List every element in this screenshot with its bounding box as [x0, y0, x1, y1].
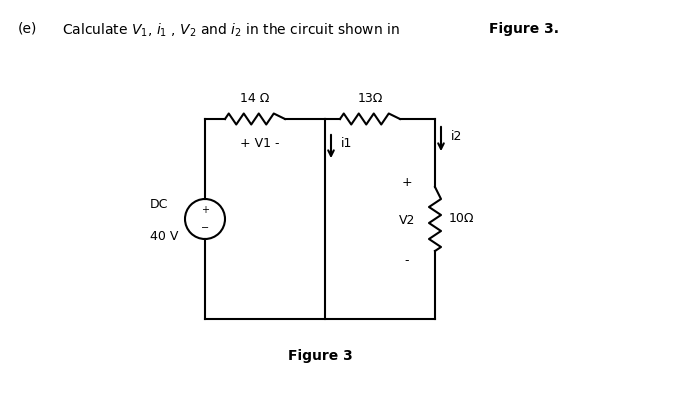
Text: 10Ω: 10Ω [449, 212, 475, 225]
Text: 13Ω: 13Ω [357, 92, 383, 105]
Text: +: + [201, 205, 209, 215]
Text: i2: i2 [451, 130, 463, 143]
Text: i1: i1 [341, 137, 352, 150]
Text: −: − [201, 223, 209, 233]
Text: V2: V2 [399, 214, 415, 227]
Text: Figure 3.: Figure 3. [489, 22, 559, 36]
Text: (e): (e) [18, 22, 37, 36]
Text: 40 V: 40 V [150, 230, 178, 243]
Text: DC: DC [150, 197, 169, 210]
Text: Calculate $V_1$, $i_1$ , $V_2$ and $i_2$ in the circuit shown in: Calculate $V_1$, $i_1$ , $V_2$ and $i_2$… [62, 22, 401, 39]
Text: + V1 -: + V1 - [240, 136, 280, 149]
Text: +: + [402, 177, 412, 190]
Text: 14 Ω: 14 Ω [240, 92, 270, 105]
Text: -: - [405, 255, 409, 268]
Text: Figure 3: Figure 3 [288, 349, 352, 363]
